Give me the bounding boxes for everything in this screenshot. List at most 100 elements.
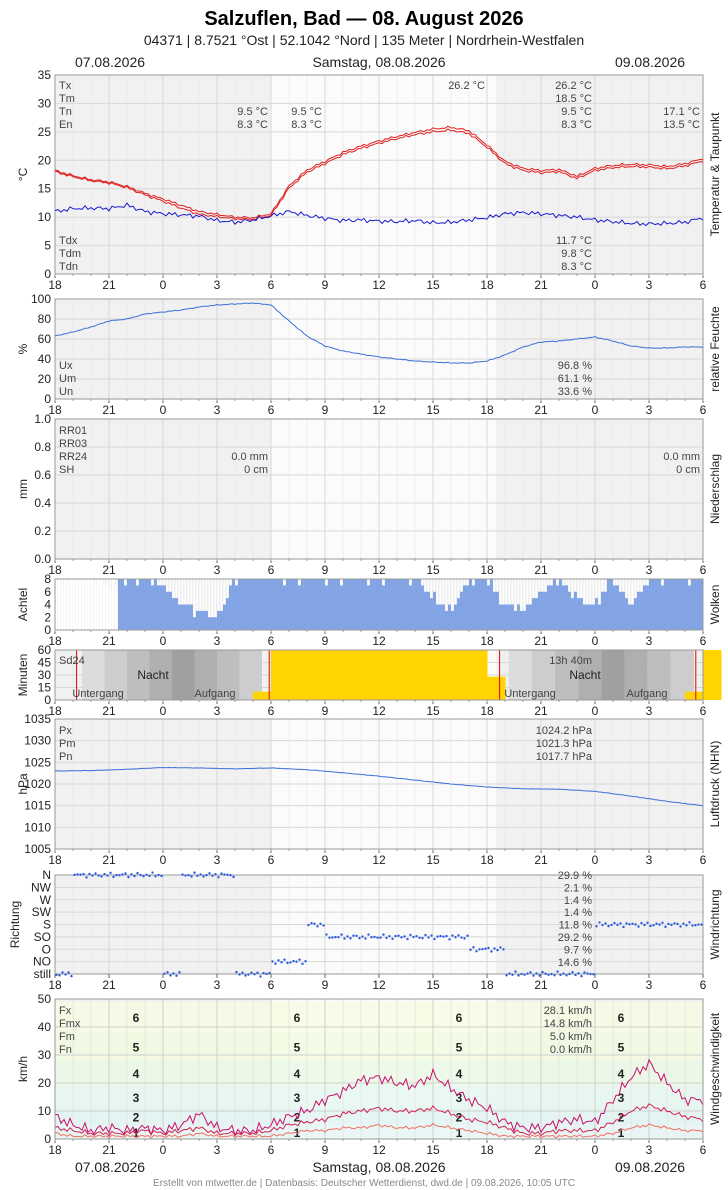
precip-xtick-label: 21 xyxy=(534,563,548,577)
cloud-bar xyxy=(463,585,466,630)
cloud-bar xyxy=(667,579,670,630)
wind-dir-point xyxy=(511,973,514,976)
cloud-bar xyxy=(91,579,94,630)
humidity-ytick-label: 80 xyxy=(38,312,52,326)
cloud-bar xyxy=(94,585,97,630)
wind-dir-point xyxy=(172,972,175,975)
cloud-bar xyxy=(433,591,436,630)
wind-dir-point xyxy=(232,875,235,879)
cloud-bar xyxy=(280,579,283,630)
cloud-bar xyxy=(319,579,322,630)
temp-tn-day2: 9.5 °C xyxy=(291,106,322,118)
precip-ytick-label: 0.8 xyxy=(34,440,51,454)
cloud-bar xyxy=(178,604,181,630)
wind-dir-point xyxy=(643,923,646,927)
precip-ytick-label: 0.6 xyxy=(34,468,51,482)
cloud-bar xyxy=(700,579,703,630)
wind-dir-point xyxy=(151,871,154,874)
legend-tx: Tx xyxy=(59,80,72,92)
wind-speed-xtick-label: 3 xyxy=(214,1143,221,1157)
wind-dir-point xyxy=(427,936,430,939)
pressure-ytick-label: 1015 xyxy=(24,799,51,813)
wind-dir-point xyxy=(442,935,445,938)
wind-dir-point xyxy=(487,946,490,950)
wind-dir-point xyxy=(415,934,418,938)
wind-dir-point xyxy=(250,971,253,974)
cloud-bar xyxy=(361,579,364,630)
beaufort-label: 2 xyxy=(456,1111,463,1125)
cloud-bar xyxy=(628,604,631,630)
wind-dir-point xyxy=(457,934,460,937)
cloud-bar xyxy=(436,604,439,630)
cloud-bar xyxy=(601,591,604,630)
night-band-1 xyxy=(194,650,217,700)
sun-bar xyxy=(487,676,506,700)
wind-dir-label-s: S xyxy=(43,918,51,932)
cloud-bar xyxy=(406,579,409,630)
cloud-bar xyxy=(211,617,214,630)
cloud-bar xyxy=(661,585,664,630)
humidity-xtick-label: 3 xyxy=(646,403,653,417)
wind-speed-xtick-label: 0 xyxy=(592,1143,599,1157)
cloud-bar xyxy=(568,591,571,630)
cloud-bar xyxy=(502,604,505,630)
humidity-line xyxy=(54,302,704,364)
cloud-bar xyxy=(169,591,172,630)
wind-dir-point xyxy=(601,923,604,927)
cloud-bar xyxy=(154,579,157,630)
wind-dir-xtick-label: 6 xyxy=(268,978,275,992)
wind-dir-point xyxy=(319,922,322,926)
cloud-bar xyxy=(691,579,694,630)
wind-dir-point xyxy=(223,873,226,876)
cloud-bar xyxy=(124,585,127,630)
wind-dir-point xyxy=(364,937,367,940)
cloud-bar xyxy=(613,585,616,630)
cloud-bar xyxy=(424,591,427,630)
cloud-bar xyxy=(538,591,541,630)
sun-bar xyxy=(469,650,488,700)
wind-dir-point xyxy=(661,921,664,924)
wind-dir-point xyxy=(670,923,673,927)
cloud-bar xyxy=(589,604,592,630)
cloud-bar xyxy=(256,579,259,630)
footer-credit: Erstellt von mtwetter.de | Datenbasis: D… xyxy=(153,1178,575,1189)
cloud-bar xyxy=(238,579,241,630)
cloud-bar xyxy=(355,579,358,630)
cloud-bar xyxy=(358,579,361,630)
cloud-bar xyxy=(580,598,583,630)
wind-dir-point xyxy=(253,973,256,976)
temperature-xtick-label: 3 xyxy=(214,278,221,292)
precip-day1-value: 0.0 mm xyxy=(231,451,268,463)
precip-xtick-label: 21 xyxy=(102,563,116,577)
cloud-bar xyxy=(478,579,481,630)
cloud-bar xyxy=(514,610,517,630)
legend-fm: Fm xyxy=(59,1031,75,1043)
wind-dir-point xyxy=(97,874,100,877)
legend-tn: Tn xyxy=(59,106,72,118)
night-band-2 xyxy=(647,650,671,700)
humidity-ytick-label: 100 xyxy=(31,292,51,306)
night-band-1 xyxy=(149,650,172,700)
humidity-xtick-label: 21 xyxy=(534,403,548,417)
wind-dir-point xyxy=(202,875,205,878)
humidity-xtick-label: 21 xyxy=(102,403,116,417)
cloud-bar xyxy=(193,617,196,630)
cloud-bar xyxy=(307,579,310,630)
night-band-2 xyxy=(670,650,694,700)
cloud-bar xyxy=(61,585,64,630)
cloud-bar xyxy=(325,585,328,630)
cloud-bar xyxy=(658,579,661,630)
clouds-ytick-label: 6 xyxy=(44,585,51,599)
wind-dir-point xyxy=(127,875,130,879)
cloud-bar xyxy=(637,591,640,630)
cloud-bar xyxy=(88,579,91,630)
wind-dir-point xyxy=(307,923,310,927)
wind-dir-point xyxy=(649,924,652,928)
cloud-bar xyxy=(301,579,304,630)
cloud-bar xyxy=(397,579,400,630)
sunshine-ytick-label: 45 xyxy=(38,656,52,670)
wind-dir-point xyxy=(610,923,613,927)
wind-dir-point xyxy=(271,960,274,963)
beaufort-label: 1 xyxy=(618,1126,625,1140)
legend-sh: SH xyxy=(59,464,74,476)
